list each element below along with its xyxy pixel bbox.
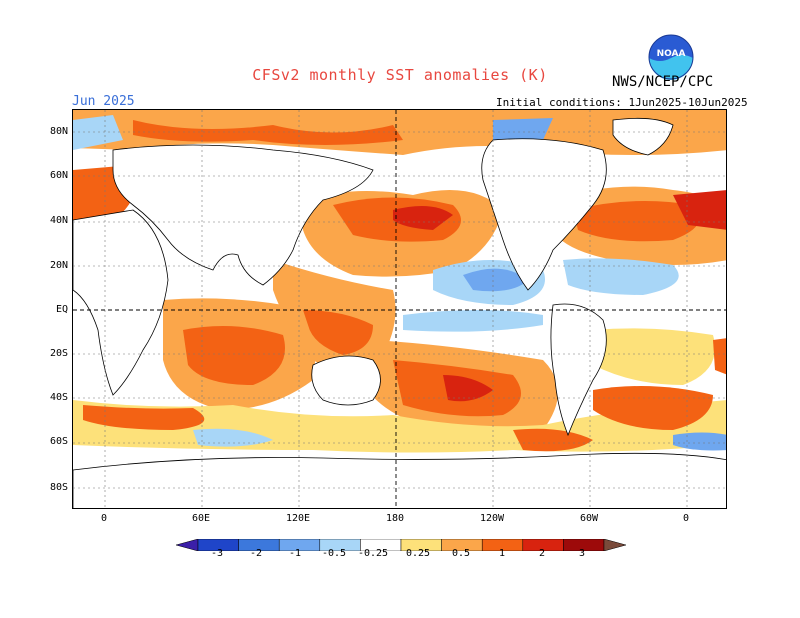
lon-label: 120W	[479, 513, 505, 524]
agency-label: NWS/NCEP/CPC	[612, 74, 714, 90]
lat-label: 40N	[49, 215, 68, 226]
lon-label: 60W	[579, 513, 599, 524]
colorbar-label: -2	[249, 548, 263, 559]
lon-label: 0	[682, 513, 690, 524]
lat-label: 20S	[49, 348, 68, 359]
lon-label: 60E	[191, 513, 211, 524]
lat-label: 60S	[49, 436, 68, 447]
lat-label: EQ	[55, 304, 68, 315]
colorbar	[175, 536, 627, 552]
lon-label: 0	[100, 513, 108, 524]
colorbar-label: 1	[498, 548, 506, 559]
lon-label: 180	[385, 513, 405, 524]
colorbar-label: -0.5	[321, 548, 347, 559]
lon-label: 120E	[285, 513, 311, 524]
initial-conditions: Initial conditions: 1Jun2025-10Jun2025	[496, 96, 748, 109]
lat-label: 20N	[49, 260, 68, 271]
valid-month: Jun 2025	[72, 94, 135, 109]
sst-anomaly-map	[72, 109, 727, 509]
lat-label: 80N	[49, 126, 68, 137]
colorbar-label: 2	[538, 548, 546, 559]
lat-label: 60N	[49, 170, 68, 181]
colorbar-label: -3	[210, 548, 224, 559]
lat-label: 40S	[49, 392, 68, 403]
logo-text: NOAA	[657, 49, 686, 59]
colorbar-label: -1	[288, 548, 302, 559]
chart-title: CFSv2 monthly SST anomalies (K)	[252, 66, 548, 84]
colorbar-label: 0.5	[451, 548, 471, 559]
lat-label: 80S	[49, 482, 68, 493]
colorbar-segment	[175, 538, 199, 552]
noaa-logo: NOAA	[648, 34, 694, 80]
colorbar-label: -0.25	[357, 548, 389, 559]
colorbar-segment	[603, 538, 627, 552]
colorbar-label: 0.25	[405, 548, 431, 559]
colorbar-label: 3	[578, 548, 586, 559]
